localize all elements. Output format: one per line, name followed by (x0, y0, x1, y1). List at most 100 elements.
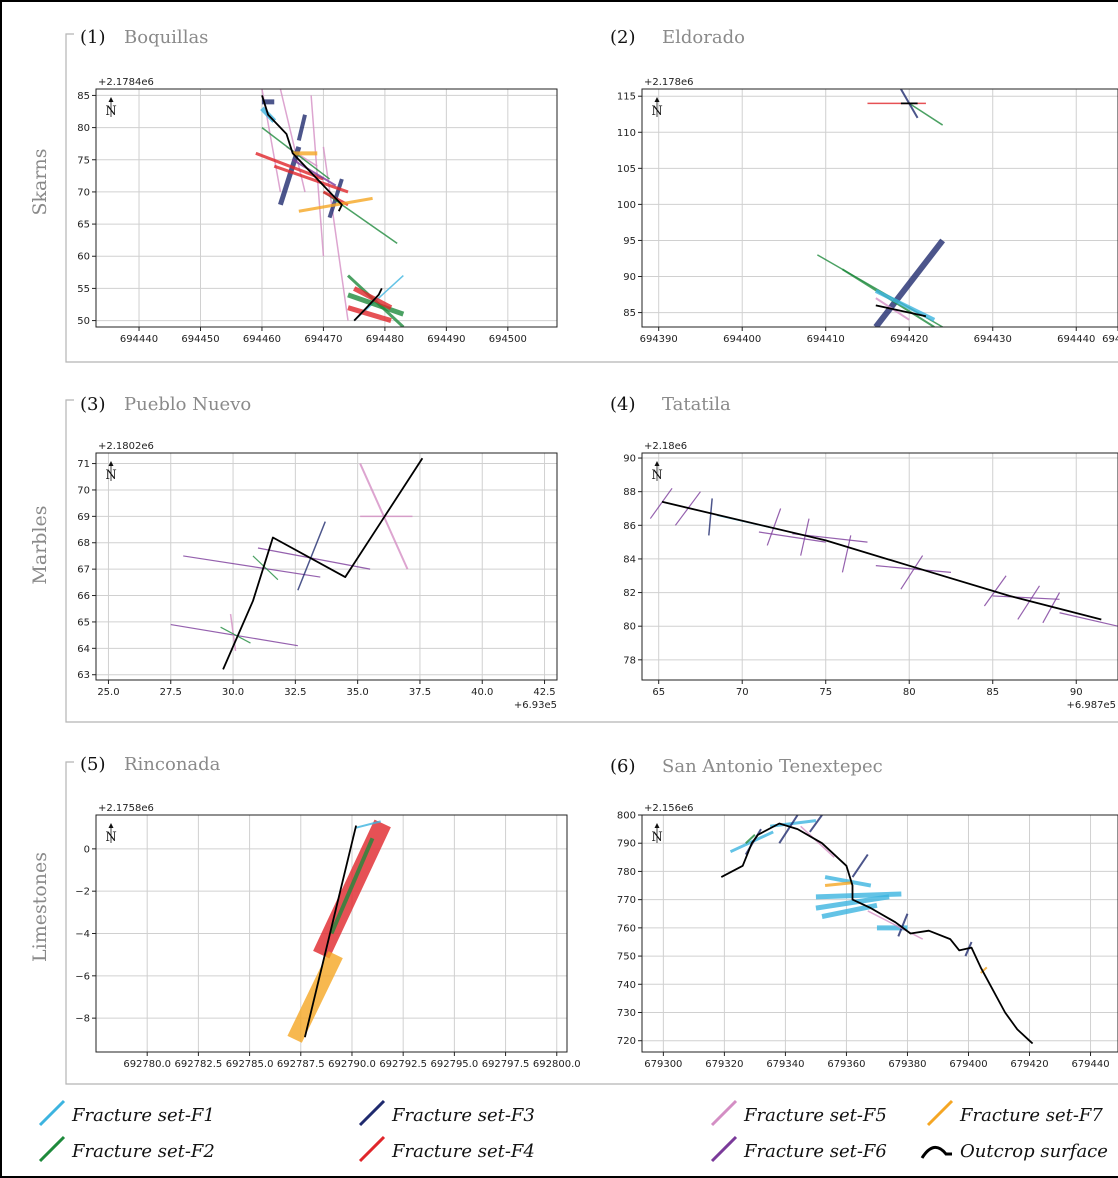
north-arrow-icon (654, 823, 660, 843)
panel-number: (4) (610, 394, 636, 415)
y-tick-label: 63 (77, 670, 90, 681)
fracture-F2 (908, 102, 944, 126)
x-tick-label: 90 (1070, 687, 1083, 698)
fracture-F4 (353, 286, 393, 310)
y-tick-label: 730 (617, 1008, 636, 1019)
y-tick-label: 770 (617, 895, 636, 906)
x-tick-label: 694430 (974, 334, 1012, 345)
y-tick-label: 85 (623, 308, 636, 319)
fracture-F6 (649, 487, 673, 519)
panel-title: Rinconada (124, 754, 221, 775)
row-bracket (65, 761, 1118, 1085)
x-tick-label: 37.5 (409, 687, 431, 698)
legend-swatch (38, 1099, 66, 1127)
axes-box (95, 88, 558, 328)
y-tick-label: −8 (75, 1014, 90, 1025)
panel-1: (1) Boquillas 694440 694450 694460 694470 6944… (77, 27, 558, 345)
x-tick-label: 692797.5 (482, 1059, 530, 1070)
legend-label: Fracture set-F5 (743, 1105, 887, 1126)
x-tick-label: 679340 (766, 1059, 804, 1070)
y-tick-label: 115 (617, 92, 636, 103)
legend-item: Fracture set-F4 (358, 1135, 535, 1163)
north-label: N (651, 468, 662, 483)
x-tick-label: 25.0 (97, 687, 119, 698)
x-tick-label: 679360 (827, 1059, 865, 1070)
fracture-F1 (355, 820, 381, 829)
x-tick-label: 692782.5 (175, 1059, 223, 1070)
x-tick-label: 692787.5 (277, 1059, 325, 1070)
y-tick-label: 740 (617, 980, 636, 991)
x-tick-label: 694490 (427, 334, 465, 345)
y-tick-label: 68 (77, 538, 90, 549)
panel-2: (2) Eldorado 694390 694400 694410 694420 69443… (610, 27, 1118, 345)
fracture-F2 (252, 555, 279, 581)
fracture-F5 (800, 825, 835, 858)
y-tick-label: 90 (623, 454, 636, 465)
fracture-F6 (758, 531, 826, 543)
legend-swatch (926, 1099, 954, 1127)
x-tick-label: 694480 (366, 334, 404, 345)
y-tick-label: 790 (617, 839, 636, 850)
north-label: N (651, 830, 662, 845)
y-offset-label: +2.156e6 (644, 803, 694, 814)
legend-item: Fracture set-F6 (710, 1135, 887, 1163)
x-tick-label: 694450 (181, 334, 219, 345)
north-arrow-icon (108, 823, 114, 843)
y-tick-label: 88 (623, 487, 636, 498)
north-arrow-icon (108, 97, 114, 117)
x-tick-label: 679400 (949, 1059, 987, 1070)
x-tick-label: 35.0 (347, 687, 369, 698)
x-tick-label: 694400 (723, 334, 761, 345)
axes-box (95, 452, 558, 681)
y-tick-label: 67 (77, 565, 90, 576)
fracture-F1 (874, 289, 936, 322)
x-tick-label: 42.5 (533, 687, 555, 698)
y-tick-label: −6 (75, 971, 90, 982)
x-tick-label: 694410 (807, 334, 845, 345)
y-tick-label: 105 (617, 164, 636, 175)
y-tick-label: 760 (617, 923, 636, 934)
fracture-F6 (1059, 612, 1118, 627)
x-tick-label: 32.5 (284, 687, 306, 698)
fracture-F6 (1042, 592, 1061, 624)
panel-3: (3) Pueblo Nuevo 25.0 27.5 30.0 32.5 35.0 37.5 4… (77, 394, 558, 711)
north-arrow-icon (654, 461, 660, 481)
x-tick-label: 679420 (1010, 1059, 1048, 1070)
y-tick-label: 750 (617, 952, 636, 963)
panel-title: Eldorado (662, 27, 745, 48)
fracture-F3 (897, 913, 909, 937)
fracture-F6 (257, 547, 371, 570)
north-label: N (105, 468, 116, 483)
outcrop-surface (661, 500, 1102, 621)
fracture-F6 (800, 518, 810, 556)
x-tick-label: 69445 (1102, 334, 1118, 345)
legend-item: Fracture set-F3 (358, 1099, 535, 1127)
y-tick-label: 100 (617, 200, 636, 211)
row-label: Skarns (29, 149, 51, 216)
north-label: N (651, 104, 662, 119)
y-tick-label: 84 (623, 554, 636, 565)
y-tick-label: 110 (617, 128, 636, 139)
legend-item: Fracture set-F5 (710, 1099, 887, 1127)
panel-title: Boquillas (124, 27, 208, 48)
axes-box (641, 452, 1118, 681)
axes-box (641, 814, 1118, 1053)
y-tick-label: 82 (623, 588, 636, 599)
x-tick-label: 692785.0 (226, 1059, 274, 1070)
y-offset-label: +2.1784e6 (98, 77, 154, 88)
fracture-F1 (815, 894, 890, 911)
legend-label: Fracture set-F6 (743, 1141, 887, 1162)
x-tick-label: 692790.0 (328, 1059, 376, 1070)
fracture-F2 (220, 626, 251, 644)
x-tick-label: 694500 (489, 334, 527, 345)
fracture-F6 (900, 555, 924, 590)
panel-6: (6) San Antonio Tenextepec 679300 679320 679… (610, 756, 1118, 1070)
fracture-F3 (809, 815, 823, 833)
y-tick-label: 75 (77, 155, 90, 166)
x-tick-label: 694460 (243, 334, 281, 345)
fracture-layer (287, 819, 391, 1043)
fracture-F2 (322, 191, 398, 244)
